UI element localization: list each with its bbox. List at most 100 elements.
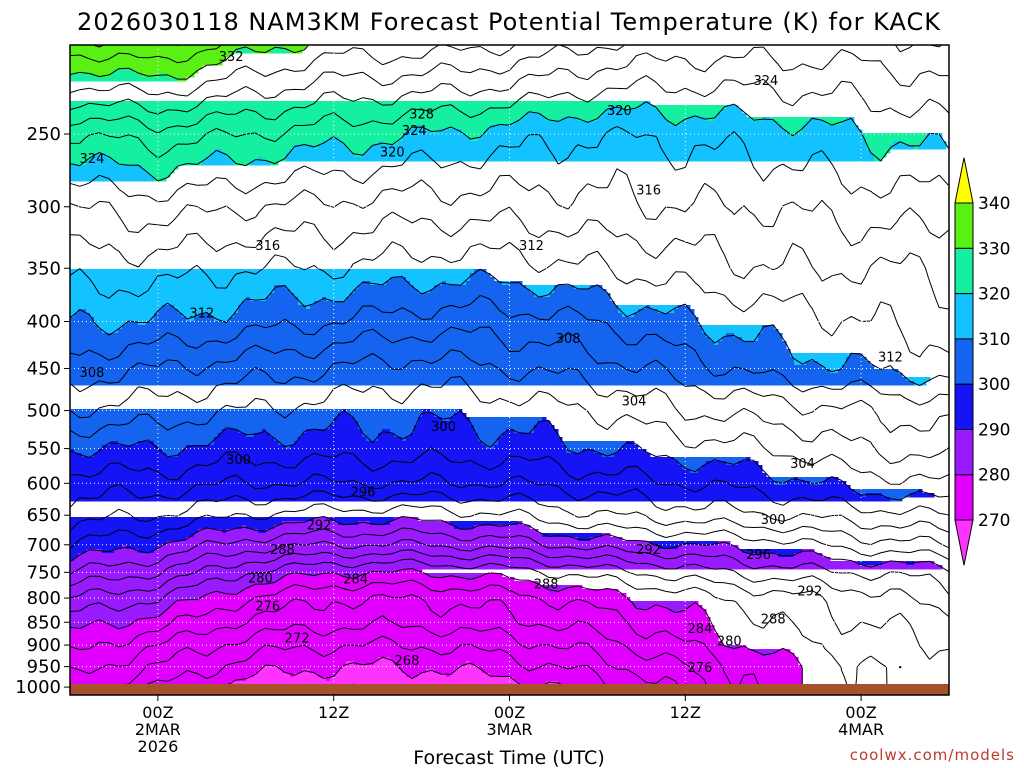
contour-line [70, 168, 949, 247]
contour-fill-cell [542, 113, 603, 118]
contour-fill-cell [478, 665, 803, 670]
contour-fill-cell [658, 309, 675, 314]
contour-fill-cell [394, 517, 419, 522]
contour-fill-cell [282, 577, 467, 582]
contour-label: 288 [270, 543, 295, 558]
contour-line [70, 539, 949, 618]
contour-fill-cell [850, 353, 863, 358]
contour-fill-cell [374, 661, 395, 666]
contour-fill-cell [86, 625, 115, 630]
contour-line [70, 326, 949, 434]
contour-fill-cell [566, 445, 623, 450]
contour-fill-cell [90, 157, 111, 162]
contour-fill-cell [482, 573, 503, 578]
contour-line [70, 579, 763, 695]
contour-fill-cell [198, 313, 211, 318]
contour-fill-cell [110, 157, 207, 162]
contour-fill-cell [482, 441, 499, 446]
contour-fill-cell [218, 433, 247, 438]
contour-fill-cell [70, 637, 719, 642]
contour-fill-cell [70, 457, 675, 462]
contour-fill-cell [290, 289, 355, 294]
contour-fill-cell [98, 449, 163, 454]
colorbar-tick-label: 280 [978, 466, 1010, 486]
contour-fill-cell [754, 649, 779, 654]
contour-line [70, 268, 949, 387]
contour-fill-cell [526, 285, 555, 290]
contour-fill-cell [546, 681, 559, 686]
contour-fill-cell [86, 549, 103, 554]
contour-fill-cell [70, 541, 167, 546]
contour-fill-cell [770, 653, 795, 658]
contour-fill-cell [414, 285, 435, 290]
contour-fill-cell [274, 437, 299, 442]
contour-fill-cell [294, 441, 483, 446]
y-tick-label: 900 [27, 635, 61, 656]
contour-fill-cell [70, 561, 859, 566]
contour-fill-cell [350, 149, 367, 154]
contour-fill-cell [106, 621, 131, 626]
contour-fill-cell [154, 549, 743, 554]
contour-fill-cell [70, 149, 215, 154]
contour-fill-cell [554, 285, 575, 290]
contour-fill-cell [454, 413, 467, 418]
contour-fill-cell [150, 173, 171, 178]
contour-line [70, 376, 949, 485]
contour-fill-cell [662, 113, 719, 118]
contour-fill-cell [186, 537, 579, 542]
contour-fill-cell [362, 153, 875, 158]
contour-fill-cell [690, 605, 703, 610]
contour-fill-cell [454, 525, 475, 530]
contour-fill-cell [250, 297, 267, 302]
contour-fill-cell [418, 417, 443, 422]
contour-fill-cell [70, 273, 471, 278]
contour-fill-cell [882, 561, 907, 566]
contour-fill-cell [70, 333, 707, 338]
contour-fill-cell [506, 429, 515, 434]
contour-fill-cell [530, 289, 555, 294]
plot-area: 332 324 320 328 324 320 324 316 316 312 312 308 312 3… [70, 45, 949, 695]
contour-fill-cell [778, 553, 795, 558]
contour-fill-cell [758, 333, 783, 338]
contour-fill-cell [230, 317, 699, 322]
contour-fill-cell [414, 429, 475, 434]
credit-link[interactable]: coolwx.com/models [850, 746, 1015, 764]
contour-fill-cell [318, 673, 335, 678]
contour-fill-cell [794, 357, 847, 362]
contour-fill-cell [206, 157, 231, 162]
contour-fill-cell [70, 649, 755, 654]
ground-surface [70, 684, 949, 695]
contour-fill-cell [890, 145, 915, 150]
contour-fill-cell [74, 313, 91, 318]
contour-fill-cell [434, 669, 455, 674]
contour-fill-cell [682, 465, 703, 470]
contour-line [70, 46, 949, 134]
contour-fill-cell [146, 169, 175, 174]
contour-fill-cell [194, 533, 543, 538]
contour-fill-cell [70, 161, 87, 166]
contour-fill-cell [390, 277, 407, 282]
contour-fill-cell [254, 673, 291, 678]
contour-fill-cell [802, 129, 863, 134]
contour-fill-cell [166, 453, 179, 458]
contour-fill-cell [470, 417, 543, 422]
x-tick-label: 00Z [494, 703, 525, 722]
colorbar-tick-label: 330 [978, 239, 1010, 259]
contour-fill-cell [274, 581, 539, 586]
contour-fill-cell [618, 449, 647, 454]
contour-fill-cell [558, 681, 803, 686]
contour-line [70, 349, 949, 465]
contour-fill-cell [278, 441, 295, 446]
contour-fill-cell [70, 545, 123, 550]
colorbar: 270 280 290 300 310 320 330 340 [954, 157, 1010, 566]
contour-fill-cell [102, 445, 159, 450]
contour-fill-cell [70, 133, 403, 138]
contour-fill-cell [70, 465, 683, 470]
contour-fill-cell [70, 77, 179, 82]
contour-fill-cell [330, 425, 359, 430]
contour-fill-cell [514, 121, 671, 126]
contour-fill-cell [358, 285, 415, 290]
contour-fill-cell [462, 129, 487, 134]
contour-fill-cell [410, 281, 443, 286]
